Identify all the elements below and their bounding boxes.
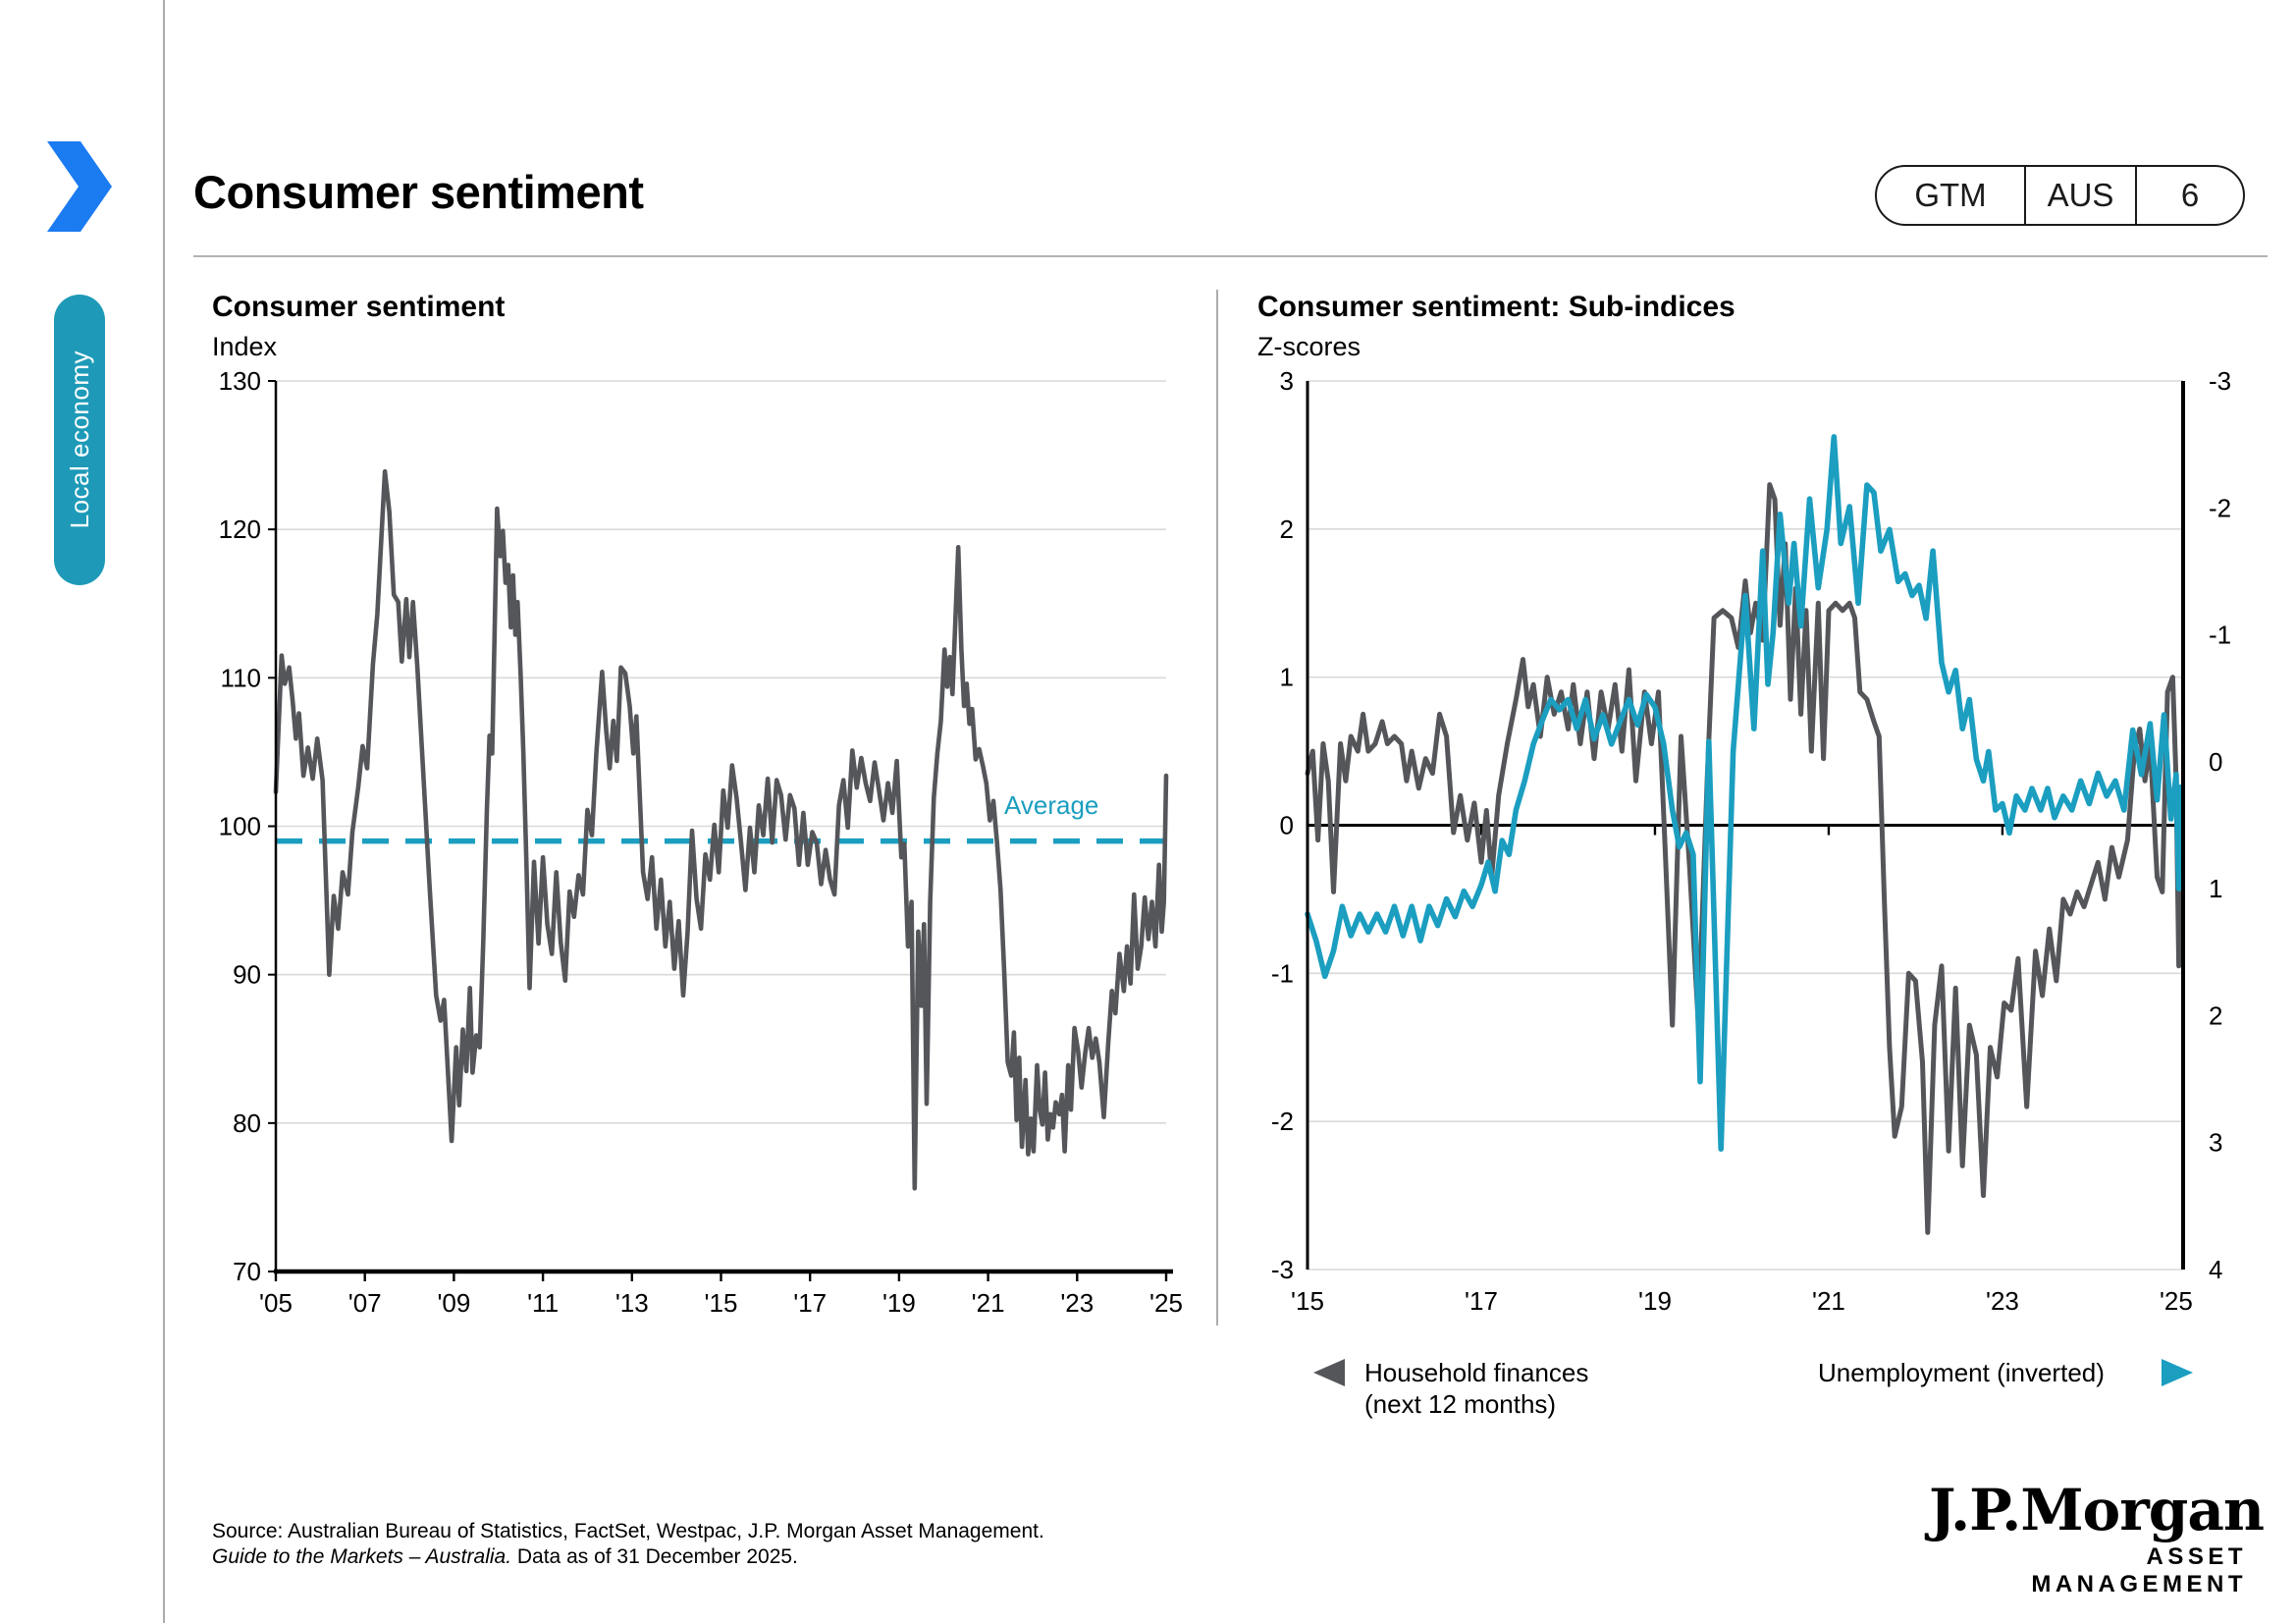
svg-text:'15: '15 xyxy=(1291,1286,1324,1316)
svg-text:-3: -3 xyxy=(2209,366,2231,396)
svg-text:0: 0 xyxy=(2209,747,2222,777)
source-data-asof: Data as of 31 December 2025. xyxy=(511,1545,798,1568)
consumer-sentiment-chart: 70 80 90 100 110 120 130 Average '05 '07 '09 '11 '13… xyxy=(219,366,1183,1318)
svg-text:1: 1 xyxy=(2209,874,2222,903)
badge-cell-region: AUS xyxy=(2024,167,2135,224)
legend-arrow-left-icon xyxy=(1313,1359,1345,1386)
left-vertical-rule xyxy=(163,0,165,1623)
source-line2: Guide to the Markets – Australia. Data a… xyxy=(212,1544,1044,1570)
source-line1: Source: Australian Bureau of Statistics,… xyxy=(212,1520,1044,1542)
panel-divider xyxy=(1216,290,1218,1325)
svg-text:4: 4 xyxy=(2209,1255,2222,1284)
svg-text:'17: '17 xyxy=(1465,1286,1498,1316)
svg-text:'11: '11 xyxy=(527,1288,559,1318)
sub-indices-chart: 3 2 1 0 -1 -2 -3 -3 -2 -1 0 1 2 3 4 '15 '17 '19 '21 '23 '25 xyxy=(1271,366,2231,1316)
svg-text:70: 70 xyxy=(233,1257,261,1286)
svg-text:120: 120 xyxy=(219,514,261,544)
legend-item-household-finances: Household finances (next 12 months) xyxy=(1364,1357,1588,1420)
svg-text:'25: '25 xyxy=(2160,1286,2193,1316)
svg-text:-2: -2 xyxy=(2209,493,2231,522)
svg-text:'21: '21 xyxy=(1812,1286,1845,1316)
header-rule xyxy=(193,255,2268,257)
svg-text:'25: '25 xyxy=(1149,1288,1183,1318)
svg-text:-1: -1 xyxy=(1271,958,1294,988)
svg-text:'23: '23 xyxy=(1060,1288,1094,1318)
chevron-icon xyxy=(47,141,112,232)
right-chart-ylabel: Z-scores xyxy=(1257,332,1362,361)
legend-arrow-right-icon xyxy=(2162,1359,2193,1386)
svg-text:Average: Average xyxy=(1004,790,1098,820)
svg-text:'23: '23 xyxy=(1986,1286,2019,1316)
svg-text:-3: -3 xyxy=(1271,1255,1294,1284)
svg-text:2: 2 xyxy=(2209,1001,2222,1030)
svg-text:'19: '19 xyxy=(1638,1286,1672,1316)
legend-label-line2: (next 12 months) xyxy=(1364,1389,1557,1419)
source-gtm-italic: Guide to the Markets – Australia. xyxy=(212,1545,512,1568)
svg-text:'13: '13 xyxy=(615,1288,649,1318)
badge-cell-page-number: 6 xyxy=(2135,167,2243,224)
svg-text:-1: -1 xyxy=(2209,621,2231,650)
svg-text:'09: '09 xyxy=(437,1288,470,1318)
sidebar-tab-label: Local economy xyxy=(64,351,94,529)
source-text: Source: Australian Bureau of Statistics,… xyxy=(212,1519,1044,1570)
badge-cell-gtm: GTM xyxy=(1914,177,1987,213)
svg-text:'15: '15 xyxy=(705,1288,738,1318)
svg-text:90: 90 xyxy=(233,960,261,990)
legend-label: Household finances xyxy=(1364,1358,1589,1387)
svg-text:1: 1 xyxy=(1280,663,1294,692)
svg-text:110: 110 xyxy=(221,663,261,692)
svg-text:0: 0 xyxy=(1280,811,1294,840)
svg-text:'05: '05 xyxy=(259,1288,293,1318)
left-chart-title: Consumer sentiment xyxy=(212,291,506,323)
svg-text:-2: -2 xyxy=(1271,1107,1294,1136)
legend-item-unemployment: Unemployment (inverted) xyxy=(1818,1358,2105,1387)
svg-text:'21: '21 xyxy=(972,1288,1005,1318)
svg-text:3: 3 xyxy=(2209,1128,2222,1158)
svg-text:3: 3 xyxy=(1280,366,1294,396)
svg-text:'07: '07 xyxy=(348,1288,382,1318)
jpmorgan-logo-subtitle: ASSET MANAGEMENT xyxy=(2031,1543,2247,1597)
svg-text:2: 2 xyxy=(1280,514,1294,544)
svg-text:'19: '19 xyxy=(882,1288,916,1318)
jpmorgan-logo: J.P.Morgan xyxy=(1929,1477,2265,1543)
svg-text:'17: '17 xyxy=(793,1288,827,1318)
left-chart-ylabel: Index xyxy=(212,332,278,361)
svg-text:130: 130 xyxy=(219,366,261,396)
svg-text:80: 80 xyxy=(233,1109,261,1138)
page-title: Consumer sentiment xyxy=(193,166,644,218)
right-chart-title: Consumer sentiment: Sub-indices xyxy=(1257,291,1735,323)
gtm-badge: GTM AUS 6 xyxy=(1875,165,2245,226)
svg-text:100: 100 xyxy=(219,812,261,841)
sidebar-tab-local-economy[interactable]: Local economy xyxy=(54,295,105,585)
